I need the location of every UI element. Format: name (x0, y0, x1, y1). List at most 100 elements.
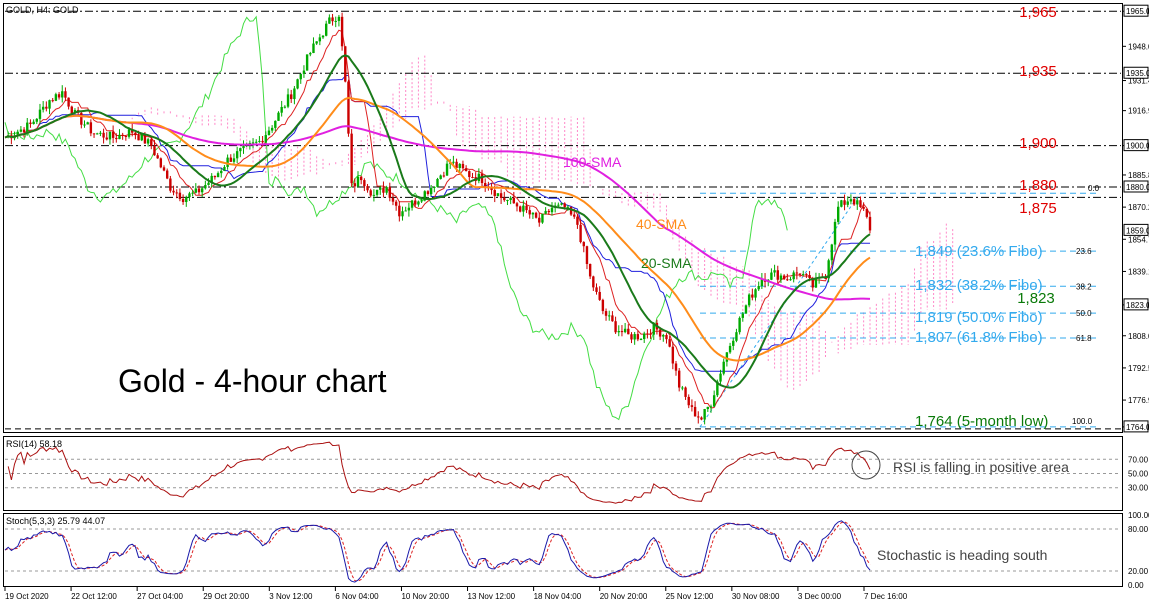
candle-body (83, 124, 86, 126)
fibo-label: 1,832 (38.2% Fibo) (915, 277, 1043, 294)
candle-body (315, 41, 318, 44)
candle-body (140, 133, 143, 141)
level-label: 1,880 (1019, 177, 1057, 194)
candle-body (836, 206, 840, 222)
candle-body (684, 387, 687, 397)
price-box (1123, 223, 1149, 236)
candle-body (703, 409, 706, 420)
candle-body (134, 132, 137, 136)
price-panel (3, 3, 1123, 433)
candle-body (121, 134, 124, 137)
candle-body (159, 158, 163, 168)
candle-body (248, 142, 252, 144)
candle-body (57, 94, 61, 98)
candle-body (328, 17, 331, 24)
candle-body (547, 210, 551, 213)
candle-body (433, 186, 436, 188)
symbol-label: GOLD, H4: GOLD (6, 5, 79, 15)
price-tick-label: 1885.82 (1128, 171, 1149, 180)
candle-body (216, 173, 220, 178)
candle-body (493, 190, 496, 196)
candle-body (305, 54, 309, 71)
candle-body (105, 137, 108, 140)
candle-body (235, 151, 239, 159)
candle-body (64, 91, 67, 98)
candle-body (54, 94, 58, 101)
candle-body (595, 287, 598, 292)
candle-body (808, 275, 811, 279)
candle-body (382, 187, 385, 193)
candle-body (585, 246, 589, 264)
candle-body (455, 161, 458, 168)
candle-body (509, 197, 512, 201)
rsi-panel (3, 436, 1123, 511)
price-tick-label: 1808.07 (1128, 332, 1149, 341)
candle-body (779, 275, 783, 280)
candle-body (830, 244, 834, 261)
x-tick-label: 3 Nov 12:00 (269, 592, 313, 601)
candle-body (576, 216, 579, 225)
candle-body (738, 317, 741, 333)
candle-body (471, 176, 474, 178)
candle-body (131, 129, 134, 133)
candle-body (856, 200, 859, 205)
candle-body (312, 43, 315, 54)
candle-body (293, 88, 296, 100)
candle-body (604, 311, 608, 316)
candle-body (652, 322, 655, 335)
candle-body (258, 140, 261, 142)
candle-body (805, 274, 808, 276)
candle-body (833, 221, 837, 245)
candle-body (700, 417, 703, 420)
candle-body (846, 201, 849, 205)
candle-body (118, 134, 121, 140)
chart-title: Gold - 4-hour chart (118, 363, 387, 399)
candle-body (802, 274, 805, 276)
candle-body (531, 212, 535, 215)
candle-body (525, 205, 528, 211)
candle-body (340, 16, 344, 47)
candle-body (207, 182, 210, 185)
candle-body (786, 279, 789, 281)
candle-body (429, 187, 433, 195)
candle-body (286, 94, 290, 107)
candle-body (798, 273, 802, 275)
candle-body (169, 178, 172, 191)
candle-body (598, 291, 601, 300)
candle-body (862, 206, 865, 209)
candle-body (814, 278, 818, 288)
candle-body (843, 200, 846, 205)
candle-body (620, 331, 624, 333)
candle-body (143, 133, 147, 144)
candle-body (270, 127, 274, 131)
candle-body (38, 109, 42, 119)
x-tick-label: 30 Nov 08:00 (732, 592, 780, 601)
candle-body (563, 203, 566, 208)
x-tick-label: 29 Oct 20:00 (203, 592, 249, 601)
candle-body (671, 346, 675, 364)
candle-body (852, 199, 856, 205)
candle-body (506, 200, 509, 202)
candle-body (544, 210, 547, 214)
x-tick-label: 25 Nov 12:00 (666, 592, 714, 601)
candle-body (665, 334, 668, 340)
candle-body (48, 100, 51, 109)
candle-body (849, 199, 853, 202)
price-tick-label: 1839.17 (1128, 267, 1149, 276)
candle-body (709, 406, 713, 408)
price-box (1123, 420, 1149, 433)
candle-body (372, 194, 376, 196)
candle-body (290, 94, 293, 100)
candle-body (32, 121, 35, 125)
candle-body (633, 334, 636, 340)
candle-body (19, 129, 23, 132)
candle-body (296, 79, 299, 89)
stoch-tick-label: 20.00 (1128, 567, 1149, 576)
candle-body (232, 158, 236, 162)
price-box-label: 1859.02 (1126, 226, 1149, 235)
candle-body (541, 213, 544, 223)
candle-body (744, 305, 748, 314)
candle-body (197, 188, 201, 193)
candle-body (436, 178, 439, 187)
candle-body (379, 187, 382, 190)
